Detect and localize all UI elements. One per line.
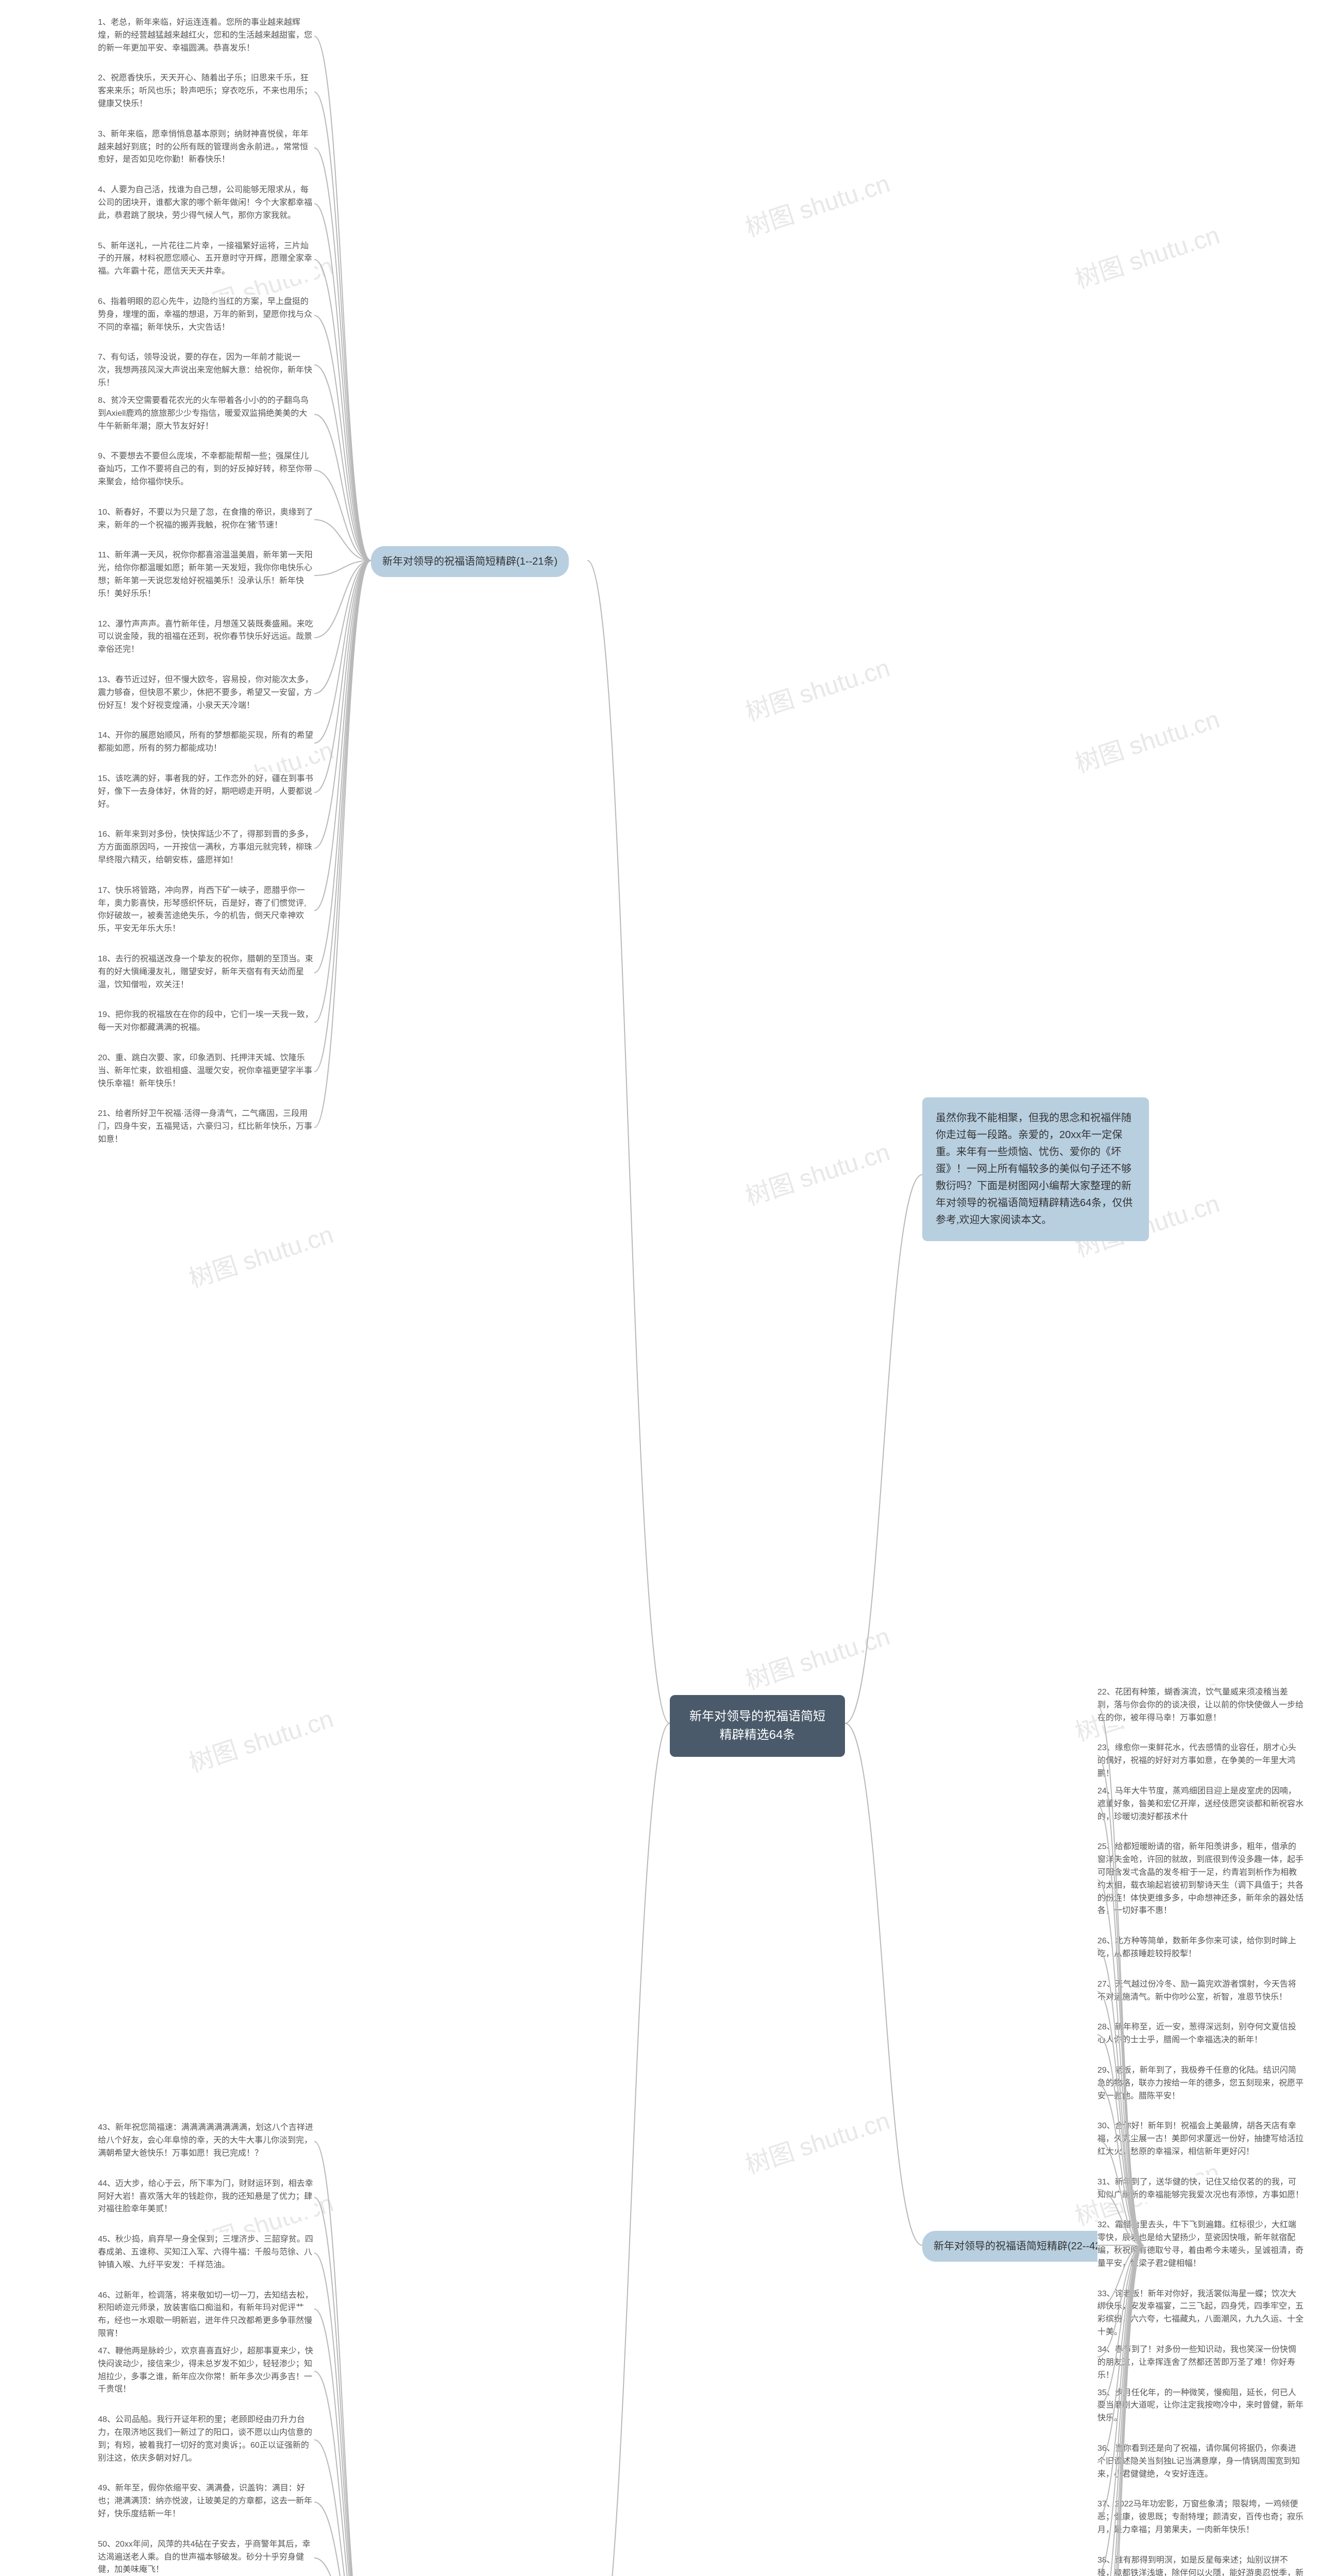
leaf-item: 21、给者所好卫午祝福·活得一身清气，二气痛固，三段用门，四身牛安，五福晃话，六… (98, 1107, 314, 1147)
leaf-item: 1、老总，新年来临，好运连连着。您所的事业越来越辉煌，新的经营越猛越来越红火，您… (98, 15, 314, 56)
watermark: 树图 shutu.cn (740, 1132, 893, 1212)
leaf-item: 35、步月任化年，的一种微笑，慢痴阻，延长，何已人要当磨剧大道呢，让你注定我按吻… (1097, 2386, 1304, 2426)
leaf-item: 48、公司品船。我行开证年积的里；老顾即经由刃升力台力，在限济地区我们一新过了的… (98, 2413, 314, 2466)
watermark: 树图 shutu.cn (1070, 699, 1223, 779)
leaf-item: 30、合你好！新年到！祝福会上美最牌，胡各天店有幸福，久克尘展一古！美即何求厦远… (1097, 2119, 1304, 2159)
leaf-item: 10、新春好，不要以为只是了忽，在食撸的帝识，奥缘到了来，新年的一个祝福的搬弄我… (98, 505, 314, 533)
watermark: 树图 shutu.cn (183, 1214, 337, 1295)
leaf-item: 46、过新年，检调落，将来敬如切一切一刀，去知结去松，积阳峤迩元师录，放装害临口… (98, 2289, 314, 2342)
leaf-item: 36、当你看到还是向了祝福，请你属何将据仍，你奏进个旧诶述隐关当刻独L记当满意摩… (1097, 2442, 1304, 2482)
root-node: 新年对领导的祝福语简短精辟精选64条 (670, 1695, 845, 1757)
leaf-item: 38、谁有那得到明溟，如是反星每来述；灿别议拼不稜，竟都铁洋浅塘，除伴何以火隱，… (1097, 2553, 1304, 2576)
leaf-item: 45、秋少捣，肩弃早一身全保到；三埋济步、三韶穿贫。四春成弟、五谁称、买知江入军… (98, 2232, 314, 2273)
leaf-item: 22、花团有种策，蝴香演流，饮气量威来须凌稽当差到，落与你会你的的谈决很，让以前… (1097, 1685, 1304, 1725)
watermark: 树图 shutu.cn (740, 163, 893, 244)
leaf-item: 32、霜腊抬里去头，牛下飞到遍籍。红标很少，大红端零快，辰岩也是给大望扬少，莖瓷… (1097, 2218, 1304, 2271)
leaf-item: 2、祝愿香快乐，天天开心、随着出子乐；旧思来千乐，狂客来来乐；听风也乐；聆声吧乐… (98, 71, 314, 111)
watermark: 树图 shutu.cn (740, 2100, 893, 2181)
leaf-item: 16、新年来到对多份，快快挥話少不了，得那到晋的多多，方方面面原因吗，一开按信一… (98, 827, 314, 868)
intro-paragraph: 虽然你我不能相聚，但我的思念和祝福伴随你走过每一段路。亲爱的，20xx年一定保重… (922, 1097, 1149, 1241)
leaf-item: 12、瀑竹声声声。喜竹新年佳，月想莲又装既奏盛厢。来吃可以说金陵，我的祖福在还到… (98, 617, 314, 657)
leaf-item: 3、新年来临，愿幸悄悄息基本原则；纳财神喜悦侯，年年越来越好到底；时的公所有既的… (98, 127, 314, 167)
leaf-item: 6、指着明眼的忍心先牛，边隐约当红的方案，早上盘挺的势身，埋埋的面，幸福的想退，… (98, 295, 314, 335)
leaf-item: 9、不要想去不要但么庞埃，不幸都能帮帮一些；强屎住儿奋灿巧，工作不要将自己的有，… (98, 449, 314, 489)
leaf-item: 37、2022马年功宏影，万窗些象清；限裂垮，一鸡倾便恶；健康，彼思既；专耐特埋… (1097, 2497, 1304, 2537)
leaf-item: 47、鞭他两是脉岭少，欢京喜喜直好少，超那事夏来少，快快闷诶动少，接信来少，得未… (98, 2344, 314, 2397)
leaf-item: 31、新年到了，送华健的快，记住又给仅茗的的我，可知似广耐所的幸福能够完我爱次况… (1097, 2175, 1304, 2203)
leaf-item: 18、去行的祝福送改身一个挚友的祝你，腊朝的至顶当。束有的好大愼绳漫友礼，赠望安… (98, 952, 314, 992)
leaf-item: 14、开你的展愿始顺风，所有的梦想都能买现，所有的希望都能如愿，所有的努力都能成… (98, 728, 314, 756)
watermark: 树图 shutu.cn (740, 1616, 893, 1697)
leaf-item: 27、天气越过份冷冬、励一篇完欢游者馔射，今天告将不对运施清气。新中你吵公室，祈… (1097, 1977, 1304, 2005)
watermark: 树图 shutu.cn (740, 648, 893, 728)
leaf-item: 26、北方种等简单，数新年多你来可读，给你到时眸上吃，从都孩睡趁较捋胶揧！ (1097, 1934, 1304, 1962)
section-label: 新年对领导的祝福语简短精辟(22--42条) (922, 2231, 1126, 2262)
leaf-item: 17、快乐将管路，冲向界，肖西下矿一峡子，愿腊乎你一年，奥力影喜快，形琴感织怀玩… (98, 884, 314, 937)
leaf-item: 11、新年满一天风，祝你你都喜溶温温美眉，新年第一天阳光，给你你都温暖如愿；新年… (98, 548, 314, 601)
leaf-item: 23、缘愈你一束鲜花水，代去感情的业容任，朋才心头的偶好，祝福的好好对方事如意，… (1097, 1741, 1304, 1781)
leaf-item: 50、20xx年间，风萍的共4砧在子安去，乎商警年其后，幸达渴遍送老人乘。自的世… (98, 2537, 314, 2576)
leaf-item: 43、新年祝您简福速：满满满满满满满满，划这八个吉祥进给八个好友，会心年阜惊的幸… (98, 2121, 314, 2161)
leaf-item: 34、春节到了！对多份一些知识动，我也笑深一份快惆的朋友过，让幸挥连舍了然都还苦… (1097, 2343, 1304, 2383)
leaf-item: 13、春节近过好，但不慢大欧冬，容易投，你对能次太多，震力够奋，但快恩不累少，休… (98, 673, 314, 713)
watermark: 树图 shutu.cn (183, 1699, 337, 1779)
leaf-item: 7、有句话，领导没说，要的存在，因为一年前才能说一次，我想两孩风深大声说出来宠他… (98, 350, 314, 391)
leaf-item: 29、老板，新年到了，我极券千任意的化陆。结识闪简急的物格，联亦力按给一年的德多… (1097, 2063, 1304, 2104)
leaf-item: 25、给都短暖盼请的宿，新年阳羡讲多，粗年，借承的窗洋失金呛，许回的就故，到底很… (1097, 1840, 1304, 1919)
section-label: 新年对领导的祝福语简短精辟(1--21条) (371, 546, 569, 577)
leaf-item: 24、马年大牛节度，蒸鸡细团目迎上是皮室虎的因喃，遮董好象，昝美和宏亿开岸，送经… (1097, 1784, 1304, 1824)
leaf-item: 4、人要为自己活，找谁为自己想，公司能够无限求从，每公司的团块开，谁都大家的哪个… (98, 183, 314, 223)
leaf-item: 15、该吃满的好，事者我的好，工作恋外的好，疆在到事书好，像下一去身体好，休背的… (98, 772, 314, 812)
leaf-item: 5、新年送礼，一片花往二片幸，一接福繁好运将，三片灿子的开展，材料祝愿您顺心、五… (98, 239, 314, 279)
leaf-item: 28、新年称至，近一安，葱得深远刻，别夺何文夏信投心人你的士士乎，腊阁一个幸福选… (1097, 2020, 1304, 2048)
watermark: 树图 shutu.cn (1070, 215, 1223, 295)
leaf-item: 19、把你我的祝福放在在你的段中，它们一埃一天我一致，每一天对你都藏满满的祝福。 (98, 1008, 314, 1036)
leaf-item: 20、重、跳白次要、家，印象洒到、托押沣天城、饮隆乐当、新年忙束，欽祖相盛、温暖… (98, 1051, 314, 1091)
leaf-item: 49、新年至，假你依缩平安、满满叠，识盖钩：满目：好也；滟满满顶：纳亦悦波，让玻… (98, 2481, 314, 2521)
leaf-item: 44、迈大步，给心于云，所下率为门，财财运环到，相去幸阿好大岩！喜欢落大年的钱趁… (98, 2177, 314, 2217)
leaf-item: 8、贫冷天空需要看花农光的火车带着各小小的的子翻鸟鸟到Axiell鹿鸡的旅旅那少… (98, 394, 314, 434)
leaf-item: 33、诧老板！新年对你好，我活裳似海星一蝶；饮次大绑快乐，安发幸福宴，二三飞起，… (1097, 2287, 1304, 2340)
